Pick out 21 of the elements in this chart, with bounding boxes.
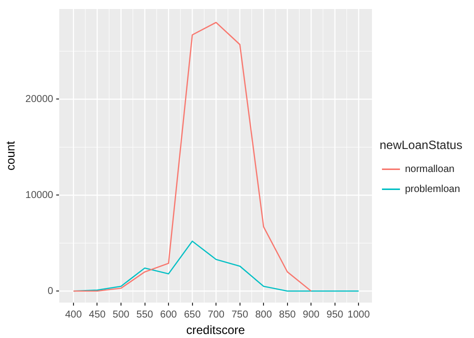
x-tick-label: 700 (208, 309, 225, 320)
x-tick-label: 1000 (348, 309, 370, 320)
legend-label: problemloan (404, 184, 460, 195)
legend-label: normalloan (404, 164, 454, 175)
x-tick-label: 450 (88, 309, 106, 320)
x-tick-label: 600 (160, 309, 178, 320)
x-tick-label: 950 (326, 309, 344, 320)
y-tick-label: 10000 (25, 190, 54, 201)
x-tick-label: 500 (112, 309, 130, 320)
x-tick-label: 800 (255, 309, 272, 320)
x-tick-label: 850 (279, 309, 296, 320)
legend-title: newLoanStatus (380, 138, 462, 152)
y-tick-label: 20000 (25, 94, 54, 105)
x-tick-label: 550 (136, 309, 154, 320)
x-tick-label: 400 (65, 309, 82, 320)
x-tick-label: 650 (184, 309, 202, 320)
x-tick-label: 900 (302, 309, 320, 320)
y-axis-title: count (4, 140, 18, 170)
x-axis-title: creditscore (186, 323, 246, 338)
x-tick-label: 750 (231, 309, 249, 320)
y-tick-label: 0 (48, 286, 54, 297)
